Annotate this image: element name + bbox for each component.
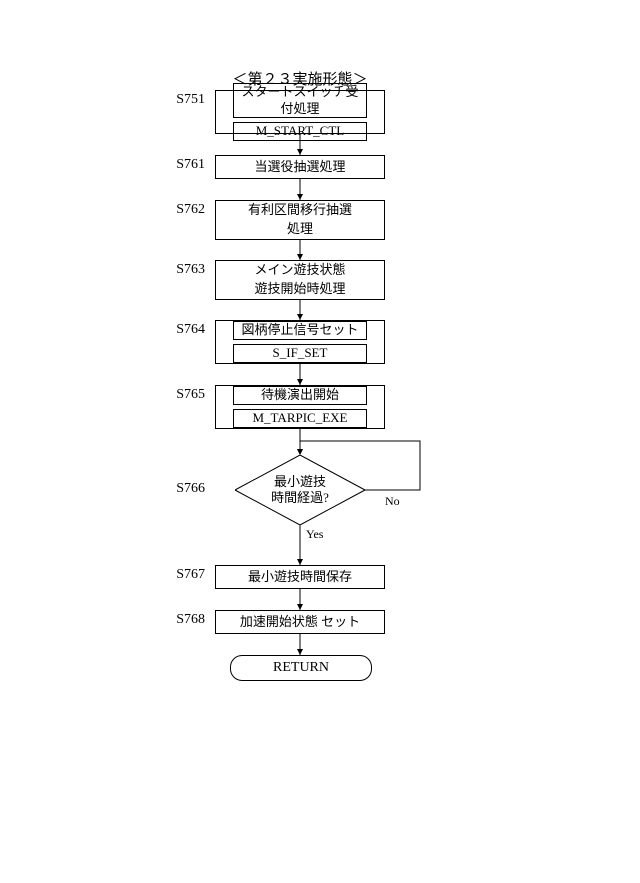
decision-S766: 最小遊技時間経過? — [235, 455, 365, 525]
step-label-S768: S768 — [155, 612, 205, 628]
step-label-S764: S764 — [155, 322, 205, 338]
process-S751-line-1: M_START_CTL — [233, 122, 367, 141]
process-S763-line-0: メイン遊技状態 — [251, 261, 348, 280]
step-label-S767: S767 — [155, 567, 205, 583]
process-S763: メイン遊技状態遊技開始時処理 — [215, 260, 385, 300]
process-S767-line-0: 最小遊技時間保存 — [245, 568, 355, 587]
process-S761-line-0: 当選役抽選処理 — [251, 158, 348, 177]
process-S764: 図柄停止信号セット S_IF_SET — [215, 320, 385, 364]
branch-no: No — [385, 494, 400, 509]
process-S751-line-0: スタートスイッチ受付処理 — [233, 83, 367, 119]
process-S765-line-0: 待機演出開始 — [233, 386, 367, 405]
process-S762-line-1: 処理 — [284, 220, 316, 239]
process-S764-line-0: 図柄停止信号セット — [233, 321, 367, 340]
step-label-S751: S751 — [155, 92, 205, 108]
process-S751: スタートスイッチ受付処理M_START_CTL — [215, 90, 385, 134]
process-S763-line-1: 遊技開始時処理 — [251, 280, 348, 299]
step-label-S765: S765 — [155, 387, 205, 403]
process-S768: 加速開始状態 セット — [215, 610, 385, 634]
process-S764-line-1: S_IF_SET — [233, 344, 367, 363]
process-S765-line-1: M_TARPIC_EXE — [233, 409, 367, 428]
process-S768-line-0: 加速開始状態 セット — [237, 613, 363, 632]
process-S762-line-0: 有利区間移行抽選 — [245, 201, 355, 220]
process-S761: 当選役抽選処理 — [215, 155, 385, 179]
step-label-S762: S762 — [155, 202, 205, 218]
terminator-return: RETURN — [230, 655, 372, 681]
step-label-S761: S761 — [155, 157, 205, 173]
step-label-S766: S766 — [155, 481, 205, 497]
decision-text-S766: 最小遊技時間経過? — [271, 474, 329, 505]
process-S767: 最小遊技時間保存 — [215, 565, 385, 589]
branch-yes: Yes — [306, 527, 323, 542]
step-label-S763: S763 — [155, 262, 205, 278]
flowchart-container: ＜第２３実施形態＞ S751スタートスイッチ受付処理M_START_CTLS76… — [0, 0, 640, 883]
process-S762: 有利区間移行抽選処理 — [215, 200, 385, 240]
process-S765: 待機演出開始 M_TARPIC_EXE — [215, 385, 385, 429]
